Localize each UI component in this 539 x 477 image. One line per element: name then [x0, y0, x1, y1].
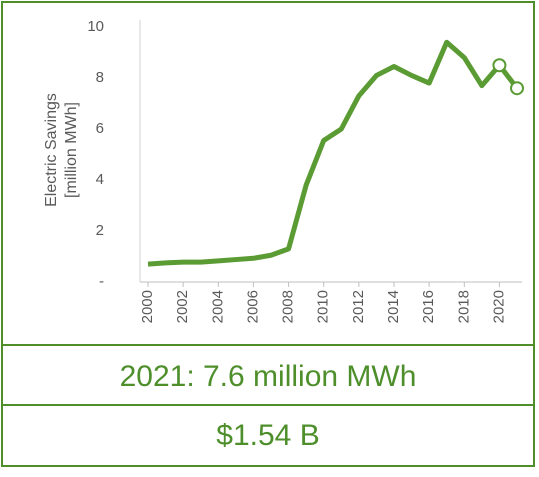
x-tick-label: 2014: [385, 290, 402, 323]
x-tick-label: 2000: [139, 290, 156, 323]
stat-total: 2021: 7.6 million MWh: [120, 360, 417, 393]
x-tick-label: 2002: [174, 290, 191, 323]
y-tick-label: 2: [96, 222, 104, 239]
x-tick-label: 2016: [420, 290, 437, 323]
y-tick-label: 8: [96, 69, 104, 86]
y-tick-label: 4: [96, 171, 104, 188]
stat-value: $1.54 B: [216, 419, 319, 452]
x-tick-label: 2010: [315, 290, 332, 323]
y-axis-label-line: [million MWh]: [63, 102, 80, 198]
x-tick-label: 2004: [209, 290, 226, 323]
x-tick-label: 2018: [455, 290, 472, 323]
y-tick-label: 10: [87, 18, 104, 35]
highlight-marker: [510, 81, 524, 96]
x-tick-label: 2020: [490, 290, 507, 323]
y-tick-label: -: [99, 273, 104, 290]
highlight-marker: [492, 58, 507, 73]
data-line: [147, 39, 519, 267]
frame: [1, 1, 535, 467]
y-tick-label: 6: [96, 120, 104, 137]
y-axis-label: Electric Savings [million MWh]: [43, 93, 80, 207]
y-axis-label-line: Electric Savings: [43, 93, 60, 207]
x-tick-label: 2006: [244, 290, 261, 323]
x-tick-label: 2012: [350, 290, 367, 323]
x-tick-label: 2008: [280, 290, 297, 323]
